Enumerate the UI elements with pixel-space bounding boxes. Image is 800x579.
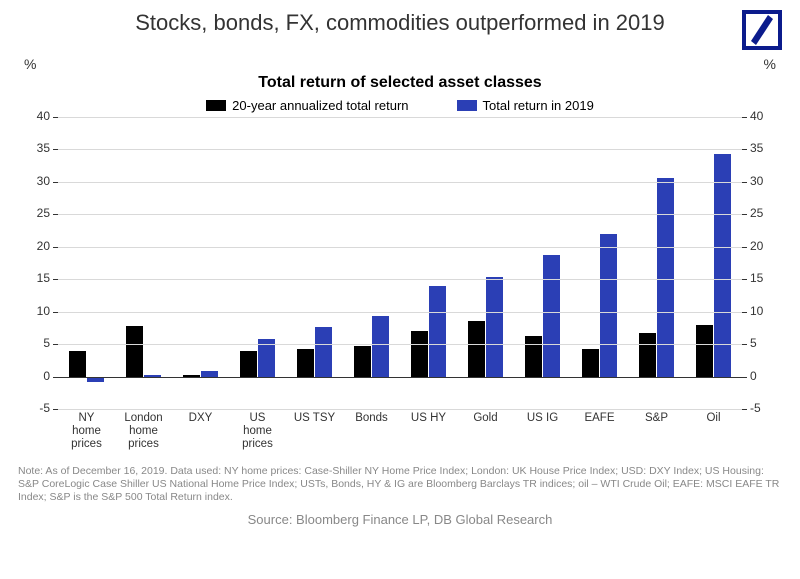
xtick-label: Oil [684, 409, 744, 425]
gridline [58, 149, 742, 150]
bar [657, 178, 675, 377]
tick-left [53, 279, 58, 280]
ytick-label-left: 35 [18, 141, 50, 155]
axis-unit-right: % [764, 56, 776, 72]
tick-left [53, 247, 58, 248]
header: Stocks, bonds, FX, commodities outperfor… [18, 10, 782, 50]
ytick-label-right: 5 [750, 336, 782, 350]
axis-unit-left: % [24, 56, 36, 72]
bar [600, 234, 618, 377]
gridline [58, 214, 742, 215]
legend-label-0: 20-year annualized total return [232, 98, 408, 113]
ytick-label-left: 15 [18, 271, 50, 285]
ytick-label-left: 30 [18, 174, 50, 188]
bar [468, 321, 486, 376]
tick-right [742, 182, 747, 183]
tick-right [742, 344, 747, 345]
gridline [58, 117, 742, 118]
ytick-label-left: 5 [18, 336, 50, 350]
bar [315, 327, 333, 376]
xtick-label: US IG [513, 409, 573, 425]
tick-right [742, 117, 747, 118]
xtick-label: UShomeprices [228, 409, 288, 452]
bar [543, 255, 561, 376]
gridline [58, 279, 742, 280]
bar [297, 349, 315, 376]
page-root: Stocks, bonds, FX, commodities outperfor… [0, 0, 800, 579]
plot-area: NYhomepricesLondonhomepricesDXYUShomepri… [58, 117, 742, 409]
bar [240, 351, 258, 377]
ytick-label-right: 15 [750, 271, 782, 285]
xtick-label: Londonhomeprices [114, 409, 174, 452]
gridline [58, 312, 742, 313]
tick-left [53, 149, 58, 150]
xtick-label: US TSY [285, 409, 345, 425]
db-logo [742, 10, 782, 50]
ytick-label-right: 25 [750, 206, 782, 220]
ytick-label-left: 10 [18, 304, 50, 318]
xtick-label: NYhomeprices [57, 409, 117, 452]
legend-label-1: Total return in 2019 [483, 98, 594, 113]
ytick-label-left: 25 [18, 206, 50, 220]
baseline [58, 377, 742, 378]
xtick-label: DXY [171, 409, 231, 425]
ytick-label-left: -5 [18, 401, 50, 415]
ytick-label-right: 0 [750, 369, 782, 383]
gridline [58, 182, 742, 183]
chart: NYhomepricesLondonhomepricesDXYUShomepri… [18, 117, 782, 457]
bar [126, 326, 144, 377]
legend-swatch-0 [206, 100, 226, 111]
ytick-label-left: 20 [18, 239, 50, 253]
tick-right [742, 247, 747, 248]
bar [525, 336, 543, 376]
chart-subtitle: Total return of selected asset classes [18, 74, 782, 92]
bars-layer [58, 117, 742, 409]
tick-right [742, 312, 747, 313]
tick-left [53, 214, 58, 215]
footnote: Note: As of December 16, 2019. Data used… [18, 465, 782, 504]
page-title: Stocks, bonds, FX, commodities outperfor… [18, 10, 742, 36]
legend-swatch-1 [457, 100, 477, 111]
ytick-label-left: 0 [18, 369, 50, 383]
bar [486, 277, 504, 376]
tick-left [53, 117, 58, 118]
legend-item-0: 20-year annualized total return [206, 98, 408, 113]
gridline [58, 344, 742, 345]
bar [372, 316, 390, 377]
tick-right [742, 214, 747, 215]
ytick-label-right: 40 [750, 109, 782, 123]
tick-left [53, 312, 58, 313]
ytick-label-right: 10 [750, 304, 782, 318]
ytick-label-right: -5 [750, 401, 782, 415]
gridline [58, 247, 742, 248]
bar [429, 286, 447, 377]
bar [582, 349, 600, 377]
xtick-label: Bonds [342, 409, 402, 425]
axis-unit-row: % % [18, 56, 782, 72]
xtick-label: US HY [399, 409, 459, 425]
ytick-label-right: 30 [750, 174, 782, 188]
source-line: Source: Bloomberg Finance LP, DB Global … [18, 512, 782, 527]
bar [69, 351, 87, 377]
tick-right [742, 149, 747, 150]
tick-left [53, 182, 58, 183]
ytick-label-left: 40 [18, 109, 50, 123]
legend-item-1: Total return in 2019 [457, 98, 594, 113]
bar [639, 333, 657, 376]
xtick-label: S&P [627, 409, 687, 425]
tick-right [742, 377, 747, 378]
xtick-label: EAFE [570, 409, 630, 425]
bar [354, 346, 372, 376]
legend: 20-year annualized total return Total re… [18, 98, 782, 113]
bar [696, 325, 714, 377]
xtick-label: Gold [456, 409, 516, 425]
ytick-label-right: 20 [750, 239, 782, 253]
tick-right [742, 279, 747, 280]
ytick-label-right: 35 [750, 141, 782, 155]
bar [411, 331, 429, 376]
tick-left [53, 344, 58, 345]
